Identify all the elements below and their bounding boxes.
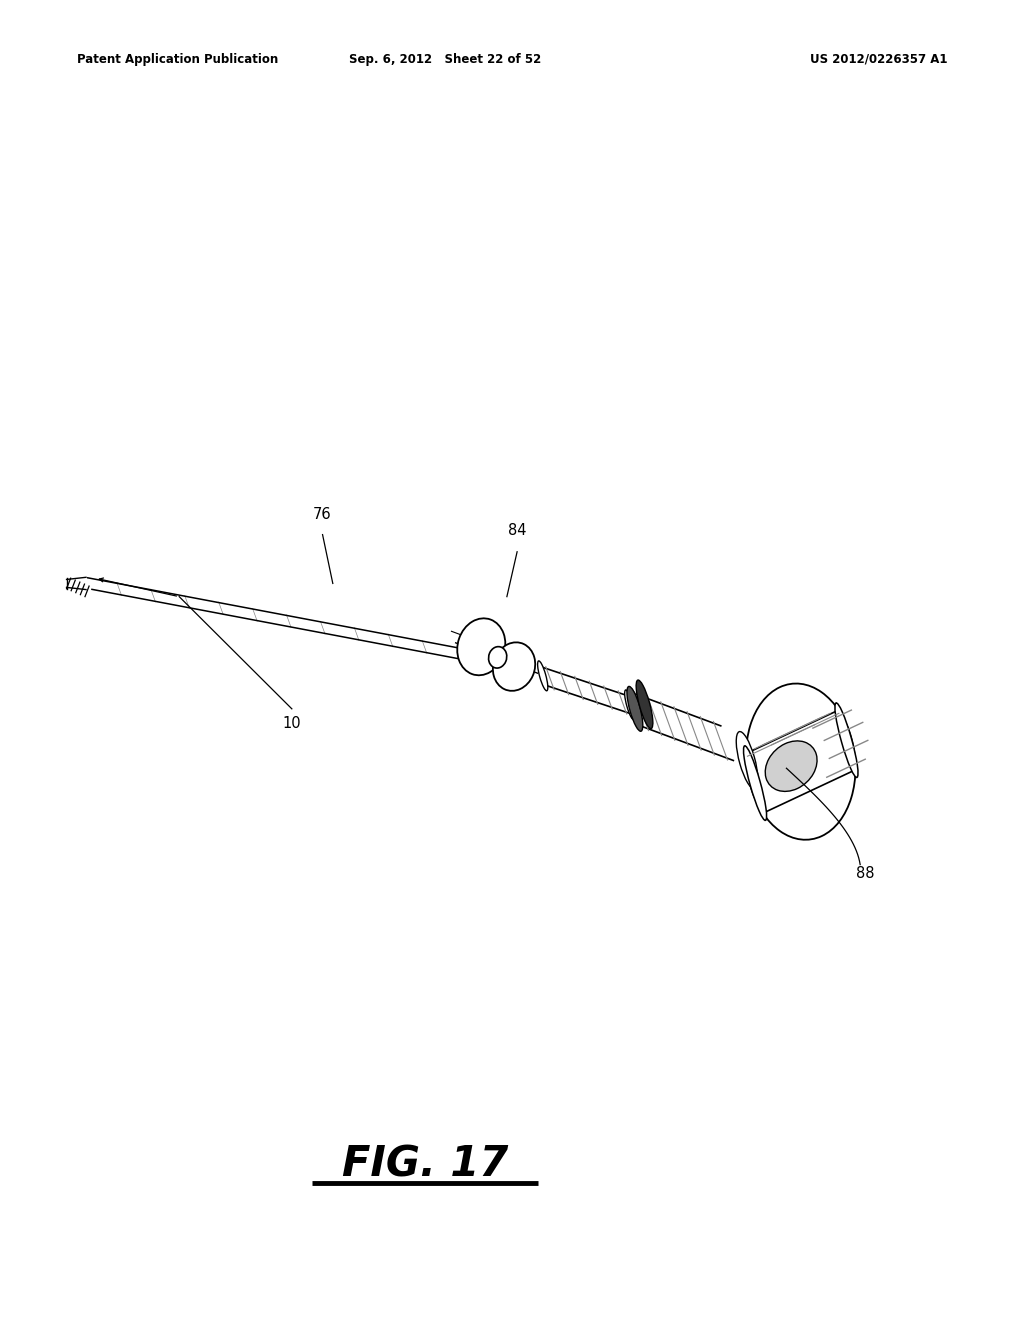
Ellipse shape [746,684,855,840]
Text: 76: 76 [313,507,332,523]
Ellipse shape [835,704,858,777]
Text: 84: 84 [508,523,526,539]
Text: US 2012/0226357 A1: US 2012/0226357 A1 [810,53,947,66]
Text: 88: 88 [856,866,874,882]
Ellipse shape [627,686,643,731]
Text: 10: 10 [283,715,301,731]
Ellipse shape [762,762,840,808]
Ellipse shape [762,727,840,774]
Ellipse shape [762,750,840,796]
Ellipse shape [493,643,536,690]
Ellipse shape [458,618,505,676]
Text: Patent Application Publication: Patent Application Publication [77,53,279,66]
Ellipse shape [488,647,507,668]
Ellipse shape [765,741,817,792]
Ellipse shape [736,731,758,789]
Ellipse shape [743,746,767,820]
Text: FIG. 17: FIG. 17 [342,1143,508,1185]
Text: Sep. 6, 2012   Sheet 22 of 52: Sep. 6, 2012 Sheet 22 of 52 [349,53,542,66]
Ellipse shape [762,715,840,762]
Ellipse shape [762,750,840,796]
Ellipse shape [636,680,653,729]
Ellipse shape [625,690,635,719]
Ellipse shape [538,661,548,690]
